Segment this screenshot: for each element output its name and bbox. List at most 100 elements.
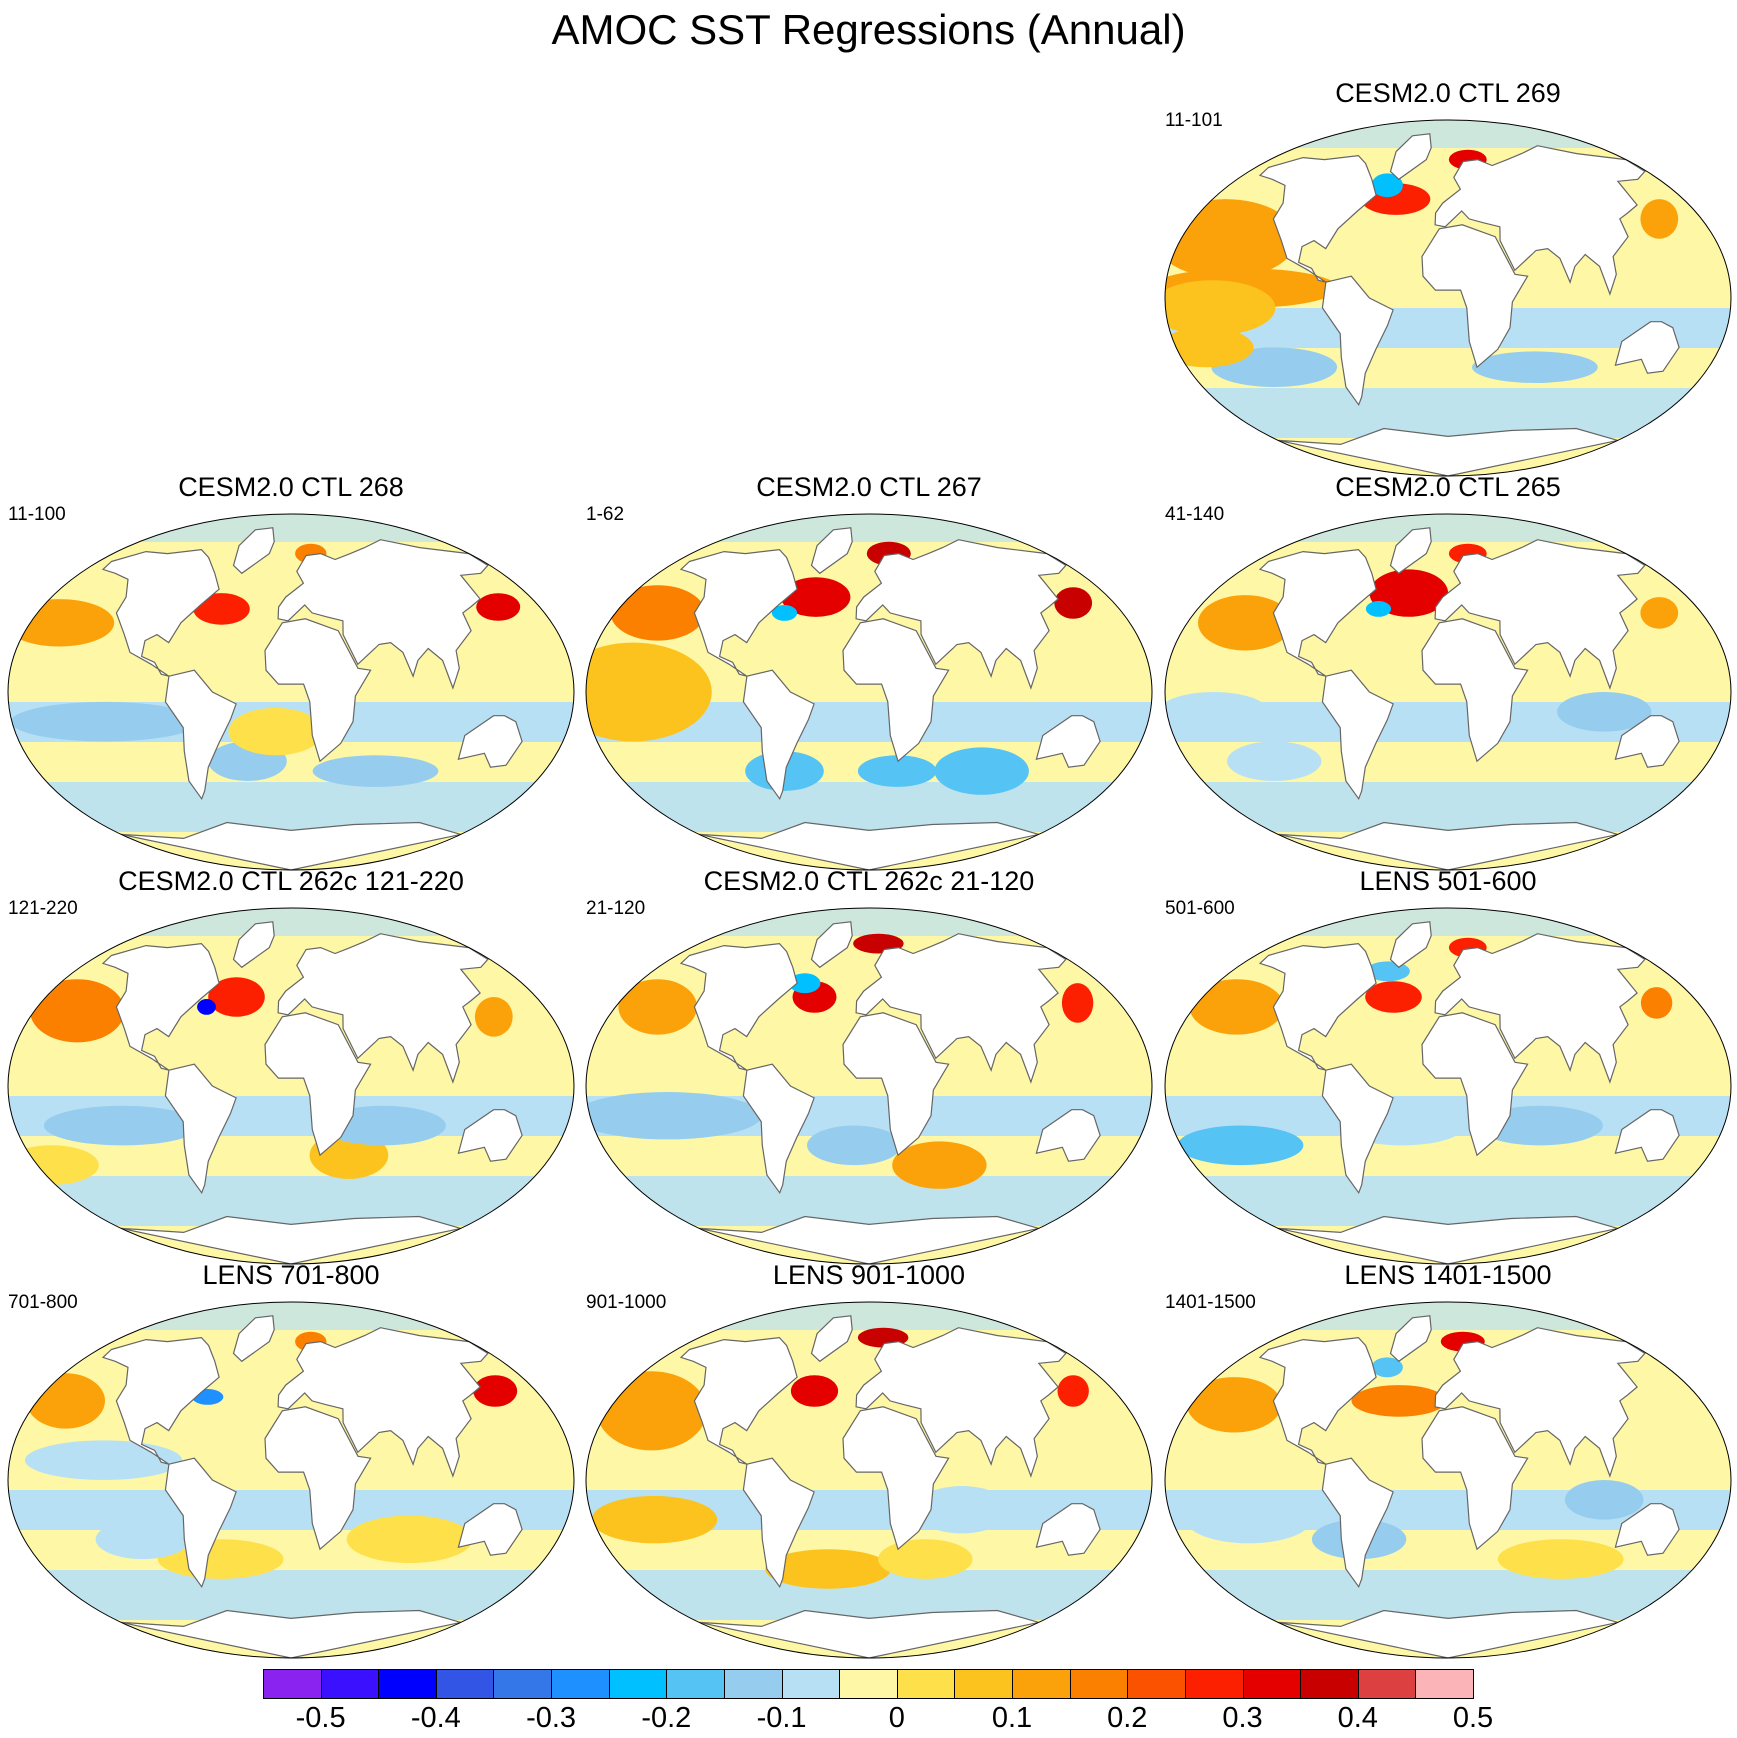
colorbar-swatch [1357, 1669, 1417, 1699]
continent [164, 1457, 237, 1589]
sst-band [1165, 908, 1731, 936]
continent [699, 1215, 1039, 1264]
sst-anomaly [934, 747, 1029, 795]
sst-anomaly [1165, 280, 1276, 336]
sst-band [8, 1302, 574, 1330]
sst-anomaly [781, 577, 851, 617]
colorbar-swatch [1069, 1669, 1129, 1699]
continent [1321, 669, 1394, 801]
colorbar-swatch [1012, 1669, 1071, 1699]
continent [121, 821, 461, 870]
continent [1421, 618, 1529, 763]
colorbar-swatch [1300, 1669, 1359, 1699]
panel-years: 1-62 [586, 504, 625, 525]
continent [810, 527, 853, 575]
sst-band [586, 782, 1152, 832]
colorbar-tick-label: 0.3 [1222, 1702, 1263, 1734]
colorbar-swatch [608, 1669, 668, 1699]
panel-title: CESM2.0 CTL 262c 21-120 [703, 866, 1035, 896]
continent [1389, 133, 1432, 181]
continent [457, 715, 523, 768]
colorbar-tick-label: -0.1 [756, 1702, 807, 1734]
colorbar-tick-label: -0.4 [410, 1702, 461, 1734]
panel-title: CESM2.0 CTL 265 [1335, 472, 1561, 502]
map-panel: CESM2.0 CTL 268 11-100 [6, 472, 576, 871]
continent [842, 1012, 950, 1157]
sst-anomaly [1365, 601, 1392, 617]
map-border [7, 1301, 575, 1659]
continent [264, 618, 372, 763]
panel-years: 21-120 [586, 898, 646, 919]
sst-map [585, 907, 1153, 1265]
sst-anomaly [26, 1373, 105, 1429]
continent [842, 618, 950, 763]
colorbar-tick-label: -0.2 [641, 1702, 692, 1734]
sst-band [586, 514, 1152, 542]
panel-title: CESM2.0 CTL 269 [1335, 78, 1561, 108]
panel-title: LENS 501-600 [1359, 866, 1537, 896]
sst-band [1165, 1176, 1731, 1226]
panel-title: CESM2.0 CTL 268 [178, 472, 404, 502]
continent [810, 921, 853, 969]
continent [1278, 821, 1618, 870]
continent [1434, 933, 1646, 1084]
map-border [585, 513, 1153, 871]
continent [1321, 1063, 1394, 1195]
sst-anomaly [197, 999, 216, 1015]
sst-anomaly [473, 1375, 518, 1407]
sst-anomaly [892, 1141, 987, 1189]
sst-anomaly [1177, 1125, 1304, 1166]
map-border [7, 907, 575, 1265]
continent [277, 539, 489, 690]
sst-anomaly [1564, 1480, 1644, 1520]
continent [855, 933, 1067, 1084]
colorbar-tick-label: 0 [888, 1702, 905, 1734]
sst-anomaly [1351, 1385, 1446, 1417]
sst-anomaly [771, 605, 798, 621]
continent [101, 942, 220, 1071]
panel-years: 11-100 [8, 504, 66, 525]
continent [1389, 527, 1432, 575]
sst-anomaly [346, 1515, 473, 1563]
colorbar-swatch [1415, 1669, 1474, 1699]
continent [742, 1457, 815, 1589]
sst-band [8, 514, 574, 542]
sst-anomaly [618, 979, 697, 1035]
sst-anomaly [208, 977, 265, 1017]
continent [1614, 715, 1680, 768]
panel-years: 701-800 [8, 1292, 78, 1313]
continent [164, 669, 237, 801]
sst-anomaly [1061, 983, 1094, 1023]
sst-anomaly [807, 1125, 902, 1166]
sst-band [8, 908, 574, 936]
colorbar-swatch [839, 1669, 898, 1699]
sst-band [1165, 514, 1731, 542]
continent [842, 1406, 950, 1551]
sst-anomaly [1227, 741, 1322, 781]
sst-anomaly [8, 1145, 99, 1185]
continent [1389, 1315, 1432, 1363]
sst-anomaly [790, 1375, 839, 1407]
figure-title: AMOC SST Regressions (Annual) [551, 6, 1186, 53]
continent [699, 1609, 1039, 1658]
sst-anomaly [1165, 692, 1269, 732]
colorbar-swatch [1184, 1669, 1244, 1699]
continent [1421, 224, 1529, 369]
sst-anomaly [1557, 692, 1652, 732]
continent [1421, 1012, 1529, 1157]
continent [1321, 275, 1394, 407]
colorbar-swatch [1242, 1669, 1302, 1699]
sst-band [1165, 120, 1731, 148]
map-border [1164, 119, 1732, 477]
sst-band [586, 908, 1152, 936]
continent [457, 1503, 523, 1556]
sst-band [8, 1176, 574, 1226]
panel-title: CESM2.0 CTL 267 [756, 472, 982, 502]
sst-band [1165, 1570, 1731, 1620]
continent [1321, 1457, 1394, 1589]
panel-title: LENS 701-800 [202, 1260, 380, 1290]
continent [264, 1012, 372, 1157]
sst-anomaly [476, 593, 521, 621]
sst-anomaly [596, 1371, 707, 1451]
continent [679, 1336, 798, 1465]
